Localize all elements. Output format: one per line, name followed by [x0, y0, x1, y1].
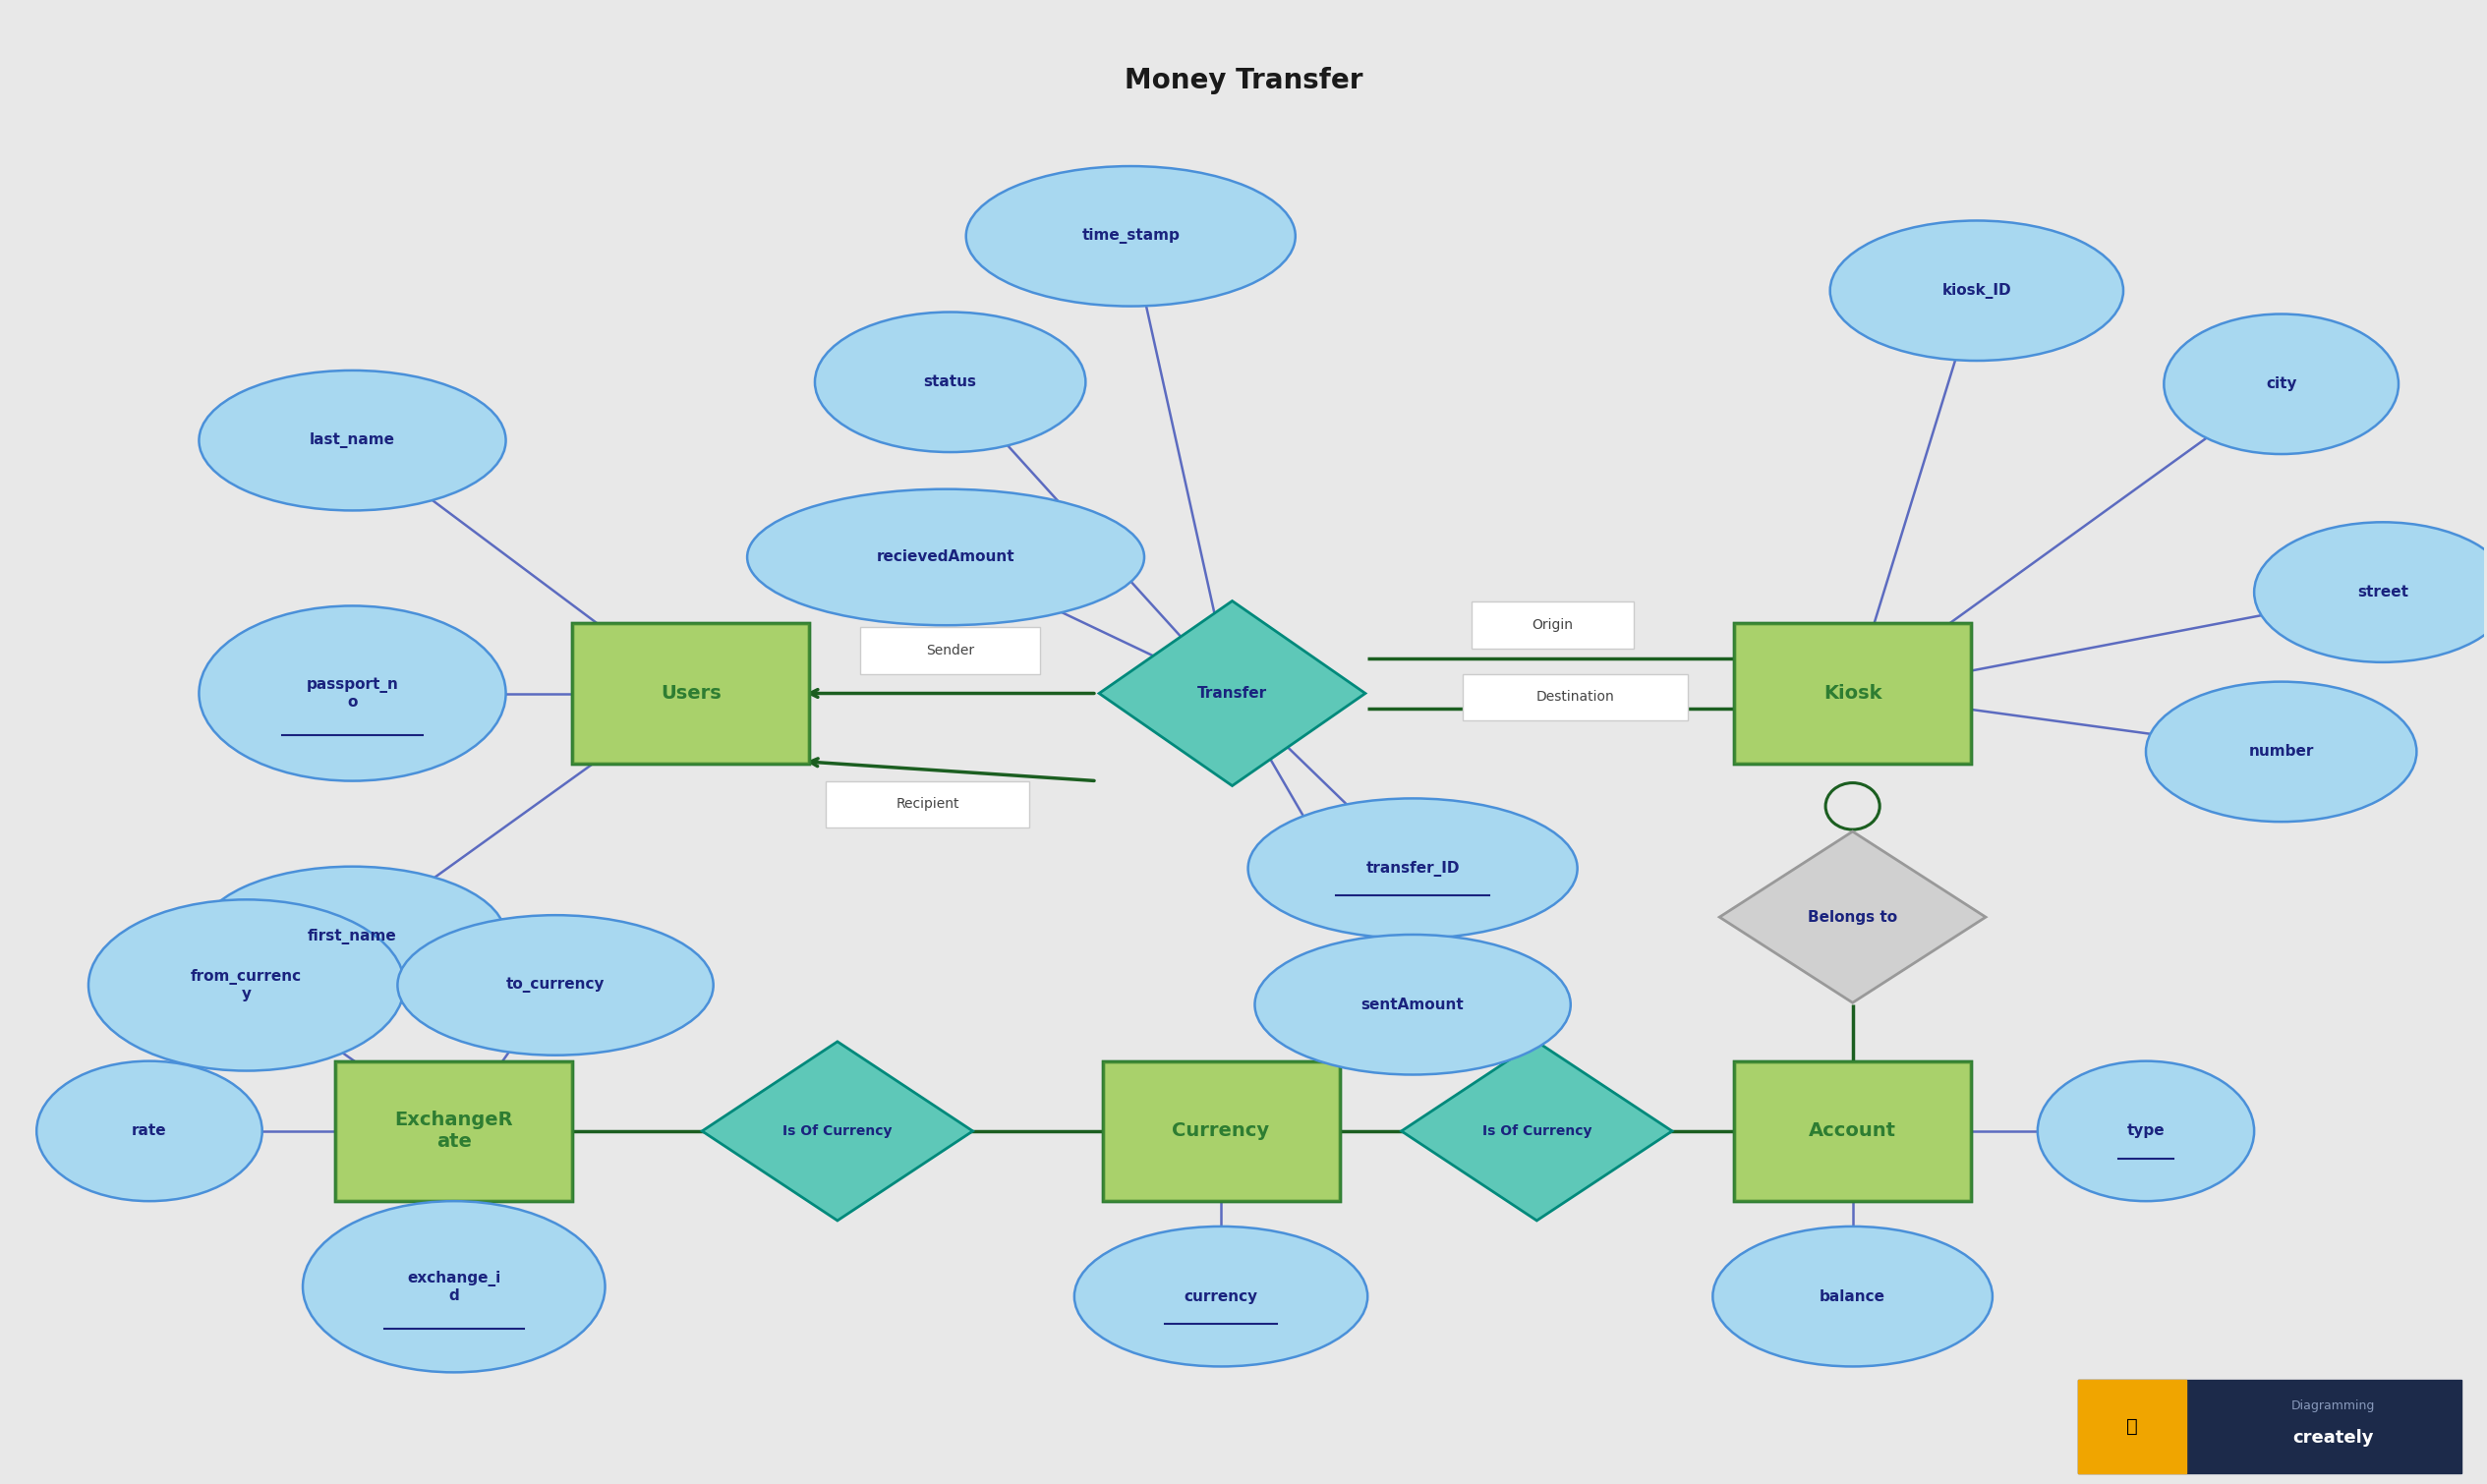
FancyBboxPatch shape: [336, 1061, 572, 1201]
Text: Sender: Sender: [925, 644, 975, 657]
Text: sentAmount: sentAmount: [1360, 997, 1465, 1012]
Text: currency: currency: [1184, 1290, 1258, 1304]
FancyBboxPatch shape: [572, 623, 808, 763]
Text: Origin: Origin: [1532, 619, 1574, 632]
FancyBboxPatch shape: [1102, 1061, 1340, 1201]
Polygon shape: [701, 1042, 972, 1220]
Text: Diagramming: Diagramming: [2291, 1399, 2375, 1413]
FancyBboxPatch shape: [1733, 1061, 1972, 1201]
Text: Is Of Currency: Is Of Currency: [1482, 1125, 1592, 1138]
Text: Currency: Currency: [1171, 1122, 1271, 1140]
Text: exchange_i
d: exchange_i d: [408, 1270, 500, 1303]
Text: number: number: [2248, 745, 2313, 760]
Text: Belongs to: Belongs to: [1808, 910, 1898, 925]
Text: Money Transfer: Money Transfer: [1124, 67, 1363, 95]
Text: Kiosk: Kiosk: [1823, 684, 1883, 703]
Ellipse shape: [2146, 681, 2417, 822]
FancyBboxPatch shape: [1733, 623, 1972, 763]
Ellipse shape: [199, 371, 505, 510]
Ellipse shape: [1256, 935, 1572, 1074]
Text: type: type: [2126, 1123, 2164, 1138]
FancyBboxPatch shape: [2079, 1380, 2462, 1474]
Text: creately: creately: [2293, 1429, 2373, 1447]
Polygon shape: [1099, 601, 1365, 785]
FancyBboxPatch shape: [336, 1061, 572, 1201]
FancyBboxPatch shape: [826, 781, 1030, 828]
FancyBboxPatch shape: [1733, 1061, 1972, 1201]
Ellipse shape: [1248, 798, 1577, 938]
Ellipse shape: [2164, 315, 2397, 454]
Text: time_stamp: time_stamp: [1082, 229, 1179, 243]
Text: Destination: Destination: [1537, 690, 1614, 703]
Ellipse shape: [199, 867, 505, 1006]
Ellipse shape: [1074, 1226, 1368, 1367]
Ellipse shape: [37, 1061, 261, 1201]
FancyBboxPatch shape: [861, 628, 1040, 674]
FancyBboxPatch shape: [1462, 674, 1689, 721]
Text: first_name: first_name: [308, 929, 398, 944]
Ellipse shape: [303, 1201, 604, 1373]
Text: Transfer: Transfer: [1196, 686, 1268, 700]
Ellipse shape: [199, 605, 505, 781]
FancyBboxPatch shape: [1102, 1061, 1340, 1201]
FancyBboxPatch shape: [2079, 1380, 2186, 1474]
Ellipse shape: [1830, 221, 2124, 361]
Ellipse shape: [2253, 522, 2487, 662]
Text: Recipient: Recipient: [895, 797, 960, 812]
Circle shape: [1825, 784, 1880, 830]
Text: city: city: [2266, 377, 2296, 392]
Text: transfer_ID: transfer_ID: [1365, 861, 1460, 877]
Ellipse shape: [90, 899, 405, 1071]
Text: Is Of Currency: Is Of Currency: [783, 1125, 893, 1138]
Ellipse shape: [398, 916, 714, 1055]
Text: Users: Users: [662, 684, 721, 703]
Ellipse shape: [816, 312, 1087, 453]
FancyBboxPatch shape: [1472, 603, 1634, 649]
Text: passport_n
o: passport_n o: [306, 677, 398, 709]
FancyBboxPatch shape: [1733, 623, 1972, 763]
Text: rate: rate: [132, 1123, 167, 1138]
Text: kiosk_ID: kiosk_ID: [1942, 283, 2012, 298]
Ellipse shape: [1714, 1226, 1992, 1367]
Text: to_currency: to_currency: [505, 978, 604, 993]
Text: balance: balance: [1820, 1290, 1885, 1304]
Ellipse shape: [746, 490, 1144, 625]
Text: status: status: [923, 375, 977, 389]
Ellipse shape: [2037, 1061, 2253, 1201]
Text: from_currenc
y: from_currenc y: [191, 969, 301, 1002]
FancyBboxPatch shape: [572, 623, 808, 763]
Text: 💡: 💡: [2126, 1417, 2139, 1437]
Polygon shape: [1400, 1042, 1671, 1220]
Text: last_name: last_name: [311, 433, 395, 448]
Text: ExchangeR
ate: ExchangeR ate: [395, 1112, 512, 1152]
Polygon shape: [1719, 831, 1985, 1003]
Ellipse shape: [965, 166, 1296, 306]
Text: Account: Account: [1808, 1122, 1898, 1140]
Text: street: street: [2358, 585, 2407, 600]
Text: recievedAmount: recievedAmount: [875, 549, 1015, 564]
